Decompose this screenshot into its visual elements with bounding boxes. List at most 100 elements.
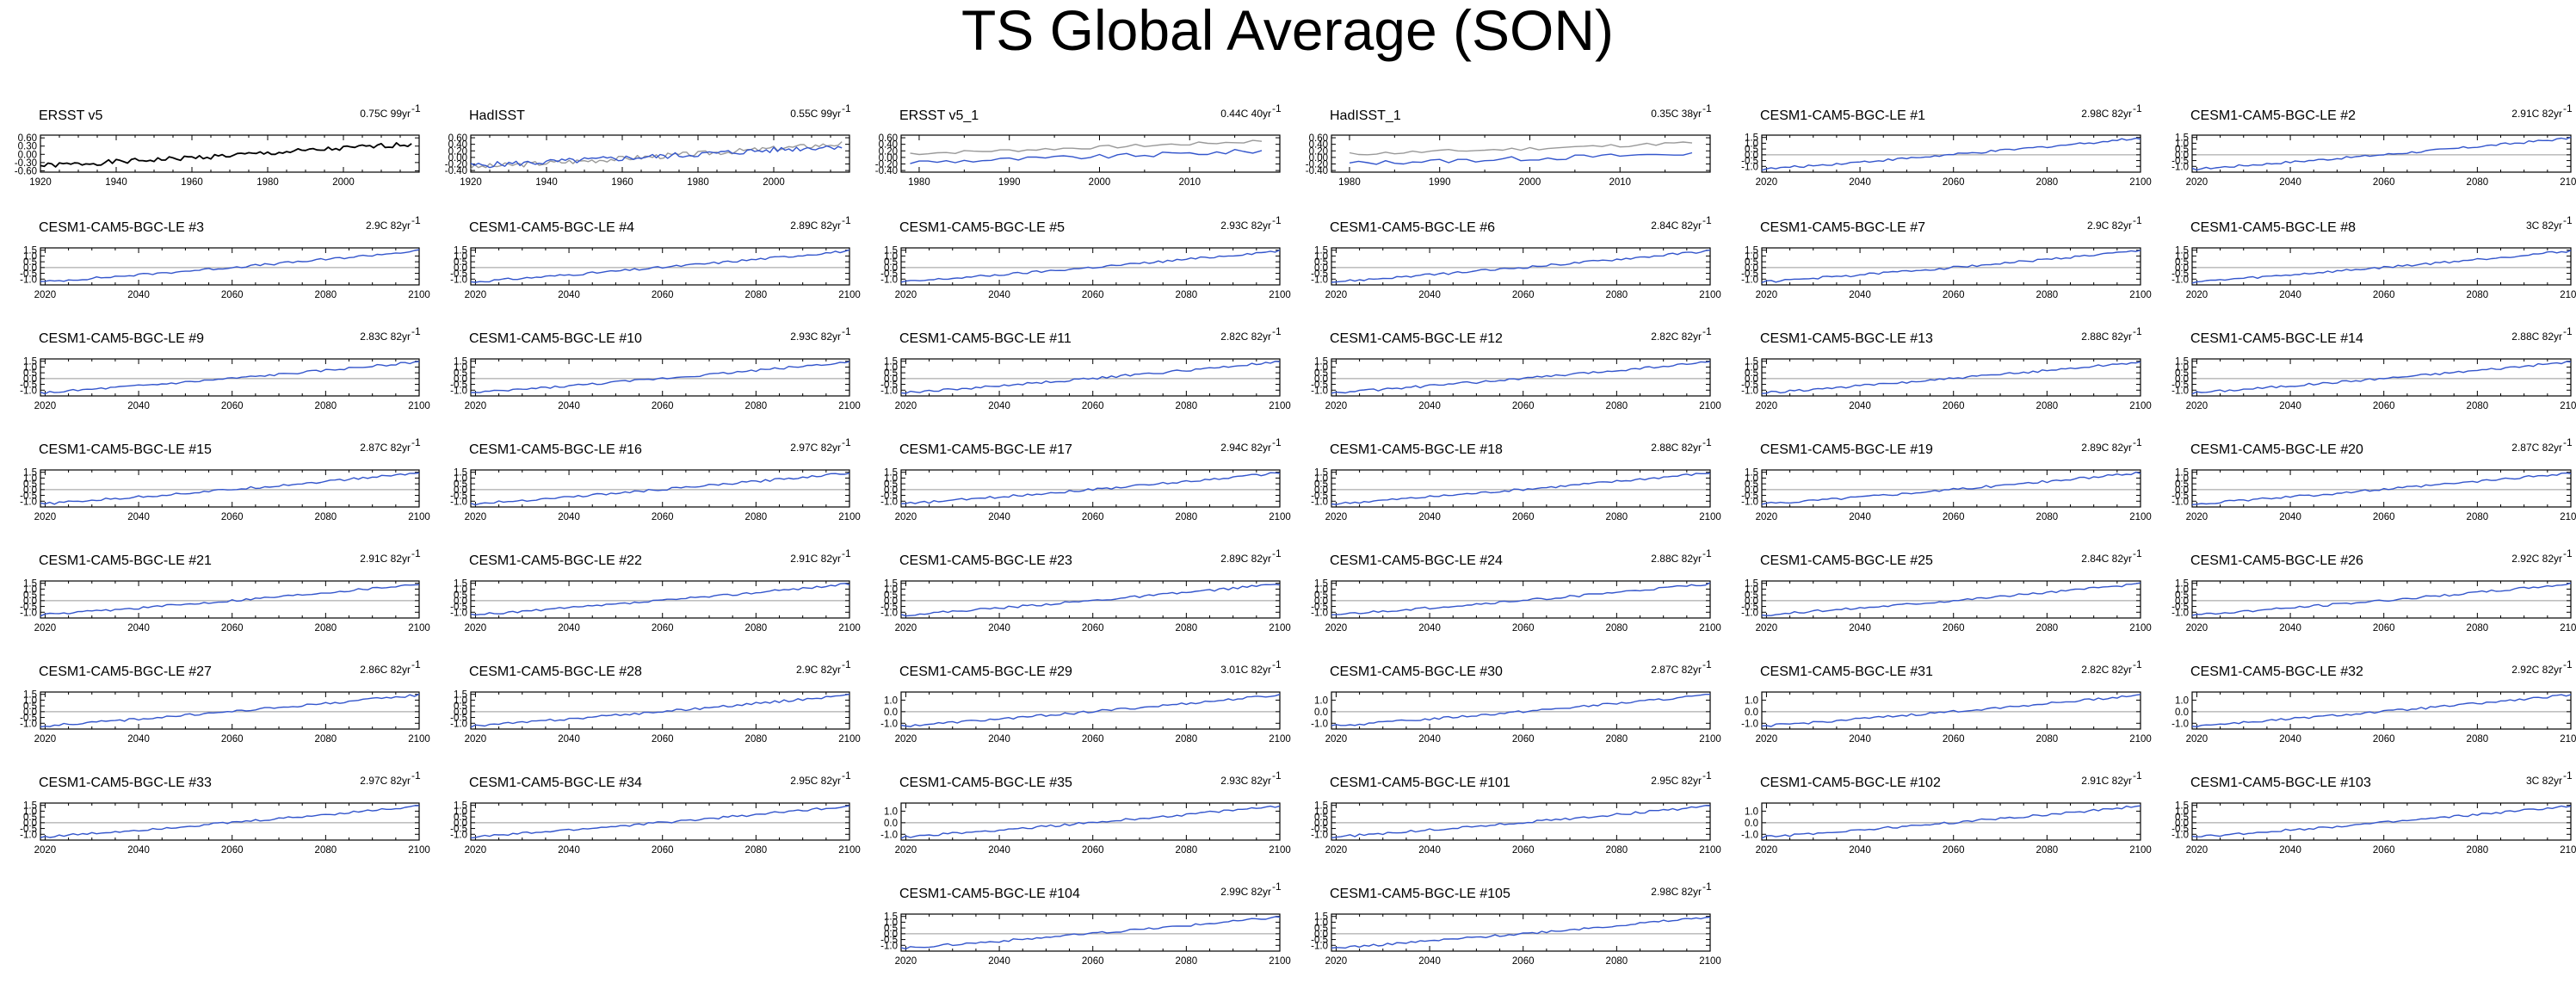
x-tick-label: 2020 — [895, 623, 917, 633]
series-line — [910, 139, 1263, 156]
panel-title: CESM1-CAM5-BGC-LE #7 — [1760, 220, 1925, 235]
y-tick-label: 0.0 — [23, 596, 37, 607]
y-tick-label: 1.5 — [884, 246, 898, 256]
plot-frame — [2191, 358, 2572, 397]
plot-frame — [40, 691, 420, 730]
trend-label-exponent: -1 — [2563, 214, 2573, 226]
trend-label: 3.01C 82yr — [1220, 664, 1271, 676]
chart-panel: CESM1-CAM5-BGC-LE #12 2.82C 82yr -1 -1.0-0.… — [1311, 325, 1721, 411]
y-tick-label: 1.0 — [1314, 362, 1328, 373]
x-tick-label: 2080 — [2467, 177, 2489, 188]
y-tick-label: 1.5 — [2175, 468, 2189, 479]
x-tick-label: 2060 — [1943, 734, 1965, 745]
x-tick-label: 2040 — [988, 623, 1010, 633]
series-line — [470, 473, 850, 506]
chart-panel: CESM1-CAM5-BGC-LE #103 3C 82yr -1-1.0-0.50… — [2171, 769, 2576, 856]
x-tick-label: 1980 — [908, 177, 930, 188]
y-tick-label: -1.0 — [1741, 719, 1758, 729]
trend-label: 2.88C 82yr — [2081, 331, 2132, 343]
chart-panel: CESM1-CAM5-BGC-LE #102 2.91C 82yr -1 -1.00.… — [1741, 769, 2152, 856]
trend-label: 2.95C 82yr — [1651, 775, 1702, 787]
plot-frame — [900, 691, 1281, 730]
x-tick-label: 2100 — [2129, 623, 2152, 633]
y-tick-label: 0.0 — [1745, 596, 1758, 607]
y-tick-label: -0.60 — [15, 166, 37, 176]
y-tick-label: 1.0 — [884, 695, 898, 706]
x-tick-label: 2040 — [558, 512, 580, 522]
y-tick-label: -1.0 — [880, 941, 898, 951]
y-tick-label: 0.5 — [1314, 368, 1328, 379]
y-tick-label: 1.0 — [23, 807, 37, 817]
y-tick-label: 1.0 — [454, 584, 467, 595]
chart-panel: CESM1-CAM5-BGC-LE #9 2.83C 82yr -1 -1.0-0.5… — [20, 325, 430, 411]
x-tick-label: 2080 — [2036, 623, 2059, 633]
y-tick-label: -1.0 — [2171, 719, 2189, 729]
y-tick-label: -1.0 — [450, 830, 467, 840]
trend-label-exponent: -1 — [1702, 547, 1712, 559]
trend-label: 0.35C 38yr — [1651, 108, 1702, 120]
plot-frame — [1761, 247, 2141, 286]
y-tick-label: 0.0 — [1314, 263, 1328, 274]
x-tick-label: 2000 — [763, 177, 785, 188]
y-tick-label: 0.5 — [1745, 145, 1758, 155]
y-tick-label: 0.0 — [23, 374, 37, 385]
y-tick-label: 1.5 — [23, 579, 37, 590]
y-tick-label: 1.0 — [884, 473, 898, 484]
y-tick-label: 1.5 — [23, 690, 37, 701]
x-tick-label: 2080 — [1176, 734, 1198, 745]
y-tick-label: 0.0 — [884, 708, 898, 718]
panel-title: CESM1-CAM5-BGC-LE #29 — [899, 664, 1072, 679]
y-tick-label: -0.5 — [880, 269, 898, 280]
y-tick-label: -0.5 — [1311, 936, 1328, 946]
x-tick-label: 2100 — [1699, 956, 1721, 967]
x-tick-label: 2080 — [1176, 512, 1198, 522]
y-tick-label: 0.00 — [1309, 153, 1328, 164]
x-tick-label: 2060 — [2373, 845, 2395, 856]
x-tick-label: 2040 — [2279, 734, 2301, 745]
x-tick-label: 2080 — [2467, 734, 2489, 745]
trend-label-exponent: -1 — [2133, 436, 2142, 448]
series-line — [900, 472, 1281, 504]
y-tick-label: 0.5 — [2175, 479, 2189, 490]
x-tick-label: 2020 — [2186, 623, 2208, 633]
x-tick-label: 2060 — [2373, 177, 2395, 188]
plot-frame — [1331, 691, 1711, 730]
y-tick-label: 0.0 — [2175, 151, 2189, 161]
series-line — [1331, 916, 1711, 949]
chart-panel: CESM1-CAM5-BGC-LE #29 3.01C 82yr -1 -1.00.0… — [880, 658, 1291, 745]
trend-label: 3C 82yr — [2526, 219, 2562, 232]
y-tick-label: 1.5 — [454, 468, 467, 479]
trend-label-exponent: -1 — [842, 547, 851, 559]
y-tick-label: 0.5 — [884, 257, 898, 268]
y-tick-label: -1.0 — [1311, 830, 1328, 840]
series-line — [470, 583, 850, 616]
y-tick-label: -0.5 — [2171, 269, 2189, 280]
x-tick-label: 2100 — [838, 401, 861, 411]
x-tick-label: 2080 — [1606, 623, 1628, 633]
x-tick-label: 2100 — [408, 512, 430, 522]
plot-frame — [470, 358, 850, 397]
series-line — [900, 805, 1281, 839]
panel-title: CESM1-CAM5-BGC-LE #28 — [469, 664, 642, 679]
x-tick-label: 2100 — [838, 734, 861, 745]
x-tick-label: 2080 — [2036, 290, 2059, 300]
trend-label: 2.91C 82yr — [2511, 108, 2562, 120]
plot-frame — [40, 580, 420, 619]
y-tick-label: 0.5 — [1314, 479, 1328, 490]
series-line — [2191, 361, 2572, 395]
x-tick-label: 2020 — [34, 290, 57, 300]
series-line — [470, 141, 843, 170]
y-tick-label: 1.0 — [23, 473, 37, 484]
chart-panel: CESM1-CAM5-BGC-LE #14 2.88C 82yr -1 -1.0-0.… — [2171, 325, 2576, 411]
trend-label: 2.94C 82yr — [1220, 442, 1271, 454]
y-tick-label: 0.0 — [884, 819, 898, 829]
x-tick-label: 2060 — [652, 845, 674, 856]
x-tick-label: 2100 — [1269, 290, 1291, 300]
trend-label-exponent: -1 — [411, 547, 421, 559]
y-tick-label: 0.0 — [1314, 930, 1328, 940]
y-tick-label: 1.0 — [1314, 695, 1328, 706]
y-tick-label: 0.5 — [2175, 813, 2189, 823]
trend-label: 2.82C 82yr — [2081, 664, 2132, 676]
trend-label-exponent: -1 — [1272, 102, 1282, 114]
